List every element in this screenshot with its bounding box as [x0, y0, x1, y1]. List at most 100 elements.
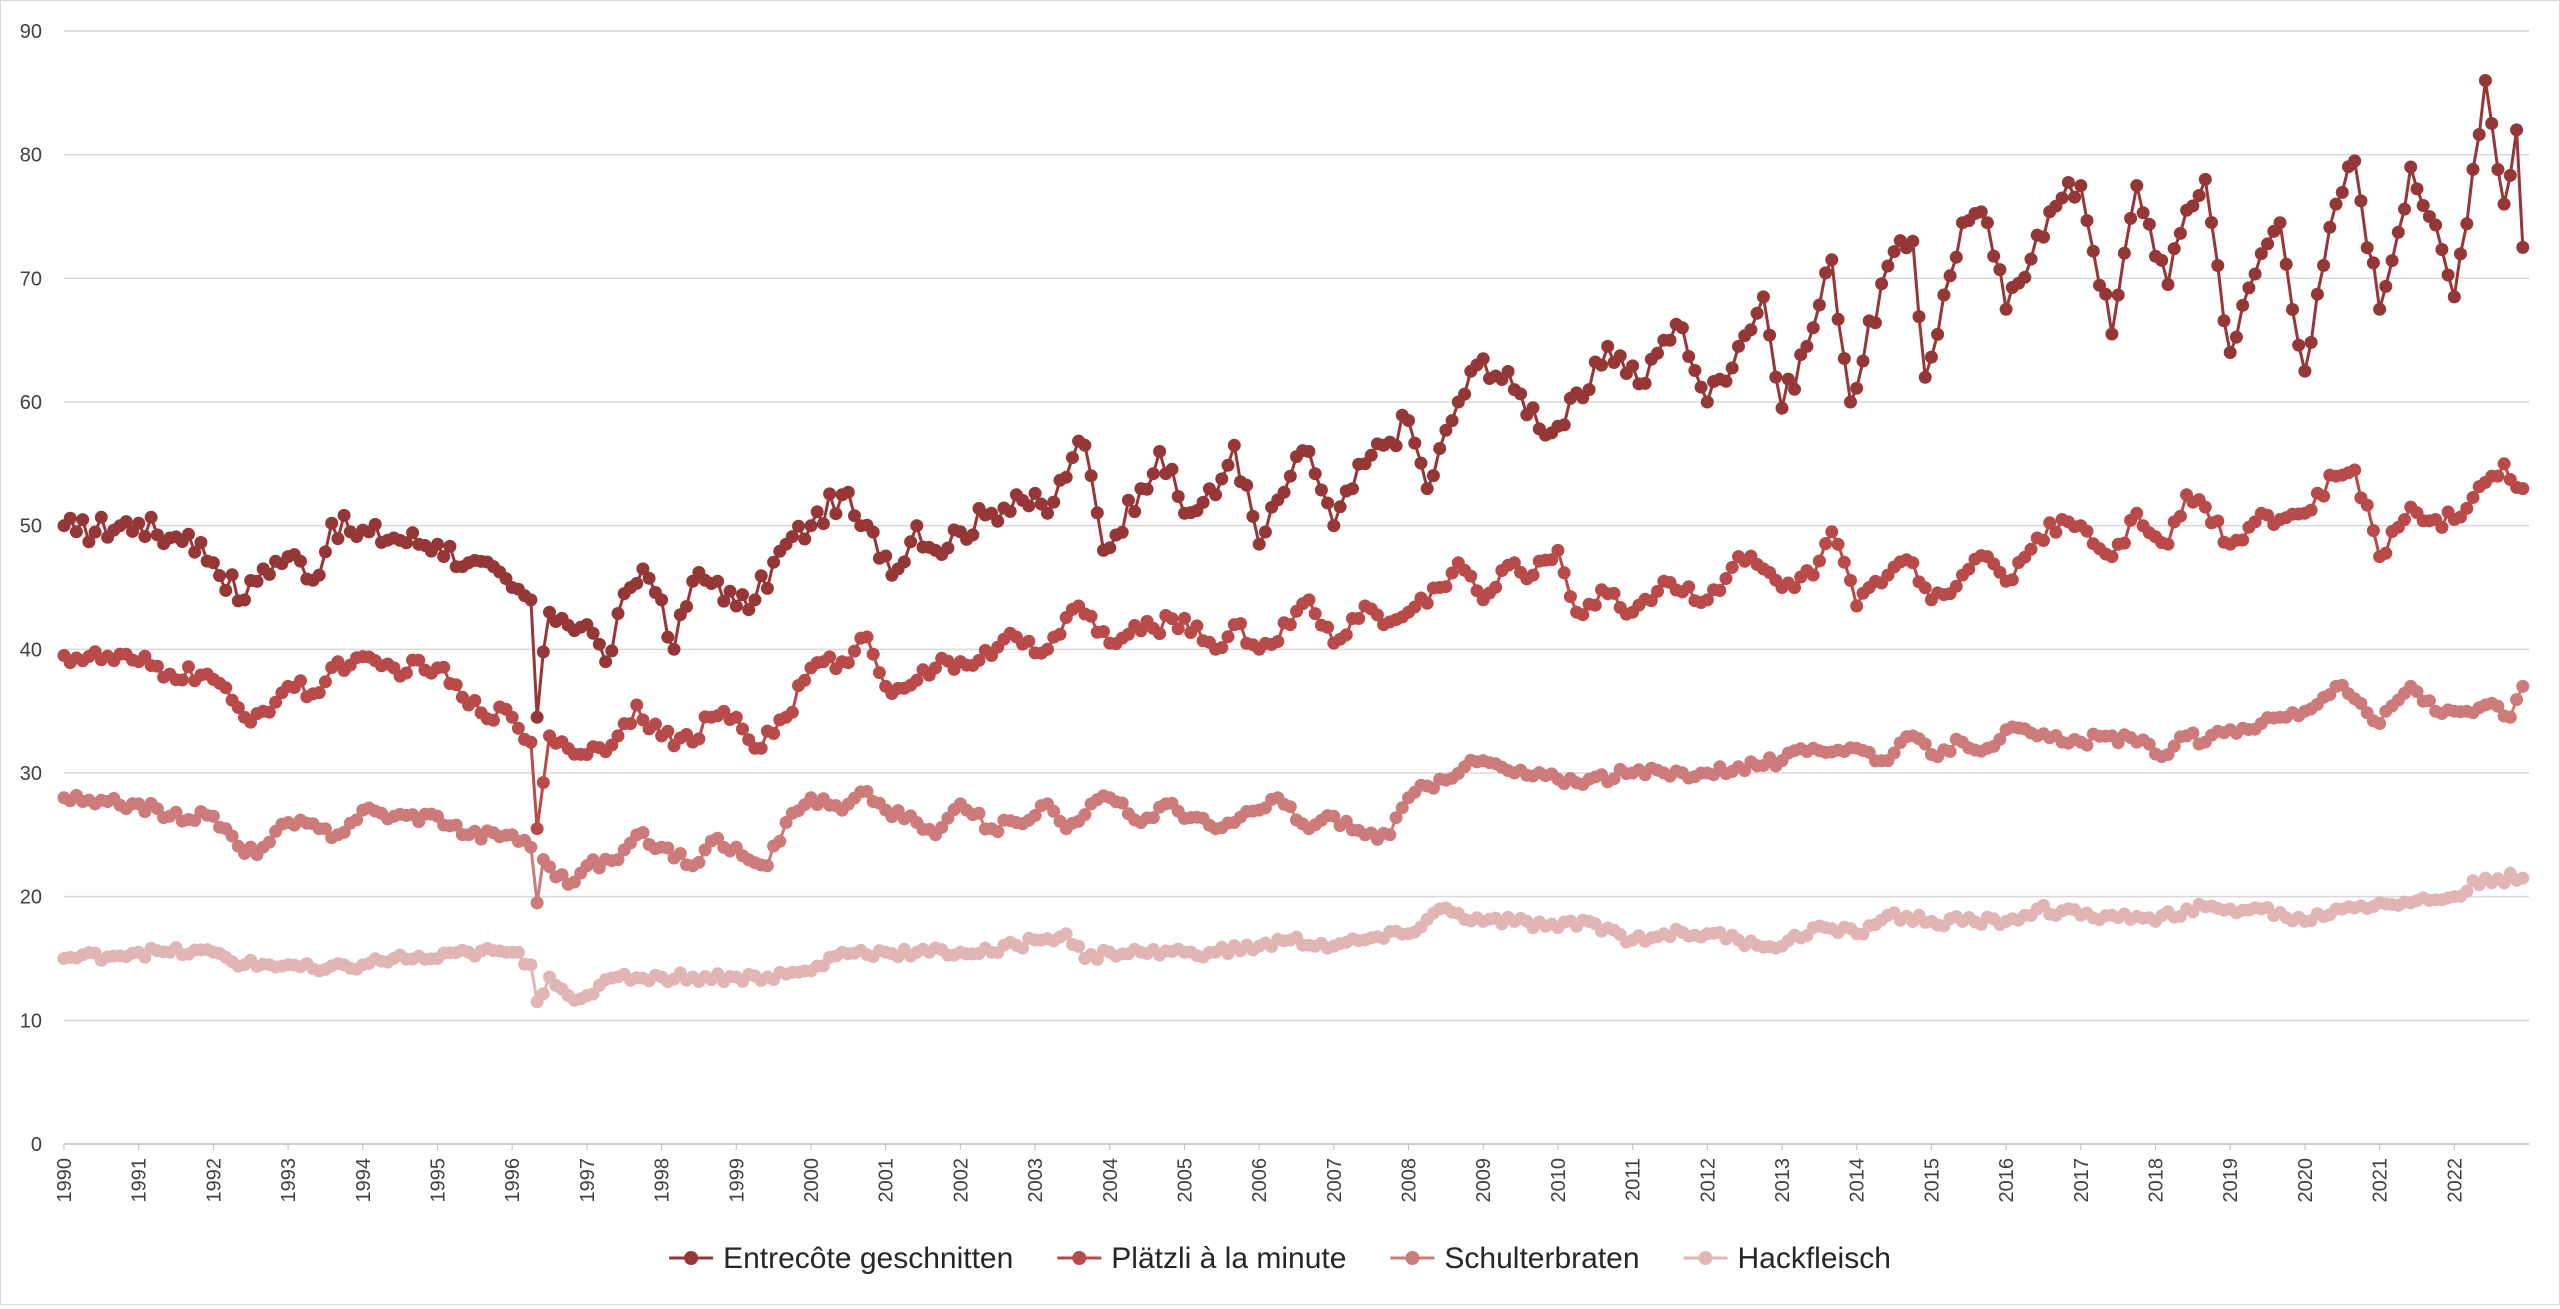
data-point — [2261, 237, 2275, 251]
data-point — [1146, 467, 1160, 481]
data-point — [1059, 927, 1073, 941]
data-point — [312, 568, 326, 582]
data-point — [2460, 217, 2474, 231]
data-point — [2335, 185, 2349, 199]
data-point — [2516, 482, 2530, 496]
data-point — [2080, 524, 2094, 538]
data-point — [1302, 593, 1316, 607]
data-point — [437, 550, 451, 563]
data-point — [1327, 809, 1341, 823]
data-point — [1153, 627, 1167, 641]
data-point — [449, 818, 463, 832]
data-point — [972, 653, 986, 667]
data-point — [2373, 717, 2387, 730]
data-point — [1146, 811, 1160, 825]
data-point — [1526, 401, 1540, 415]
data-point — [1078, 808, 1092, 822]
data-point — [231, 701, 245, 714]
data-point — [1576, 608, 1590, 622]
data-point — [785, 530, 799, 544]
data-point — [1346, 482, 1359, 496]
x-tick-label: 2010 — [1548, 1158, 1570, 1203]
data-point — [2460, 501, 2474, 515]
series-layer — [57, 74, 2530, 1009]
data-point — [1526, 568, 1540, 582]
y-tick-label: 30 — [20, 763, 42, 785]
data-point — [2503, 710, 2517, 724]
data-point — [337, 825, 351, 839]
data-point — [511, 945, 525, 959]
data-point — [225, 568, 239, 582]
data-point — [2435, 243, 2449, 256]
data-point — [2491, 163, 2505, 176]
data-point — [2024, 252, 2038, 266]
data-point — [1750, 306, 1764, 320]
data-point — [219, 583, 233, 597]
x-tick-label: 1997 — [577, 1158, 599, 1203]
data-point — [2510, 693, 2524, 707]
data-point — [723, 584, 737, 598]
data-point — [1115, 796, 1129, 810]
data-point — [1489, 580, 1503, 594]
data-point — [2429, 218, 2443, 232]
data-point — [524, 735, 538, 749]
data-point — [611, 853, 625, 867]
data-point — [1227, 438, 1241, 452]
data-point — [412, 653, 426, 667]
data-point — [88, 525, 102, 539]
gridlines — [64, 30, 2529, 1145]
data-point — [929, 661, 942, 675]
data-point — [1881, 259, 1895, 273]
data-point — [754, 741, 768, 755]
data-point — [2037, 534, 2050, 547]
data-point — [1651, 584, 1664, 598]
data-point — [1283, 469, 1297, 483]
data-point — [1240, 478, 1254, 492]
data-point — [1949, 579, 1963, 593]
x-tick-label: 1990 — [54, 1158, 76, 1203]
data-point — [1514, 387, 1528, 401]
x-tick-label: 2000 — [801, 1158, 823, 1203]
data-point — [1980, 216, 1994, 230]
data-point — [804, 519, 818, 533]
data-point — [1420, 596, 1434, 610]
data-point — [1788, 581, 1801, 595]
data-point — [536, 776, 550, 789]
data-point — [2080, 738, 2094, 752]
data-point — [1850, 381, 1864, 395]
data-point — [1121, 493, 1135, 507]
data-point — [2223, 346, 2237, 359]
data-point — [1389, 811, 1403, 825]
data-point — [1128, 505, 1142, 519]
data-point — [1097, 625, 1110, 639]
data-point — [605, 644, 619, 658]
data-point — [1918, 370, 1932, 384]
x-tick-label: 1999 — [726, 1158, 748, 1203]
data-point — [1271, 635, 1285, 648]
data-point — [1053, 627, 1067, 641]
data-point — [1719, 374, 1733, 388]
data-point — [1806, 568, 1820, 582]
data-point — [1178, 611, 1191, 625]
data-point — [2211, 259, 2225, 272]
data-point — [1209, 488, 1223, 502]
data-point — [2167, 242, 2181, 256]
data-point — [1501, 365, 1515, 378]
data-point — [2466, 162, 2480, 176]
data-point — [206, 809, 220, 823]
data-point — [511, 721, 525, 735]
data-point — [1022, 634, 1036, 648]
legend-marker — [1698, 1251, 1713, 1265]
data-point — [742, 603, 756, 617]
data-point — [2354, 697, 2368, 710]
data-point — [1153, 445, 1167, 458]
data-point — [312, 686, 326, 700]
data-point — [1090, 506, 1104, 520]
data-point — [2497, 457, 2511, 471]
data-point — [1078, 438, 1092, 452]
data-point — [767, 555, 781, 569]
data-point — [1744, 323, 1758, 337]
data-point — [2055, 191, 2069, 205]
x-tick-label: 2017 — [2071, 1158, 2093, 1203]
